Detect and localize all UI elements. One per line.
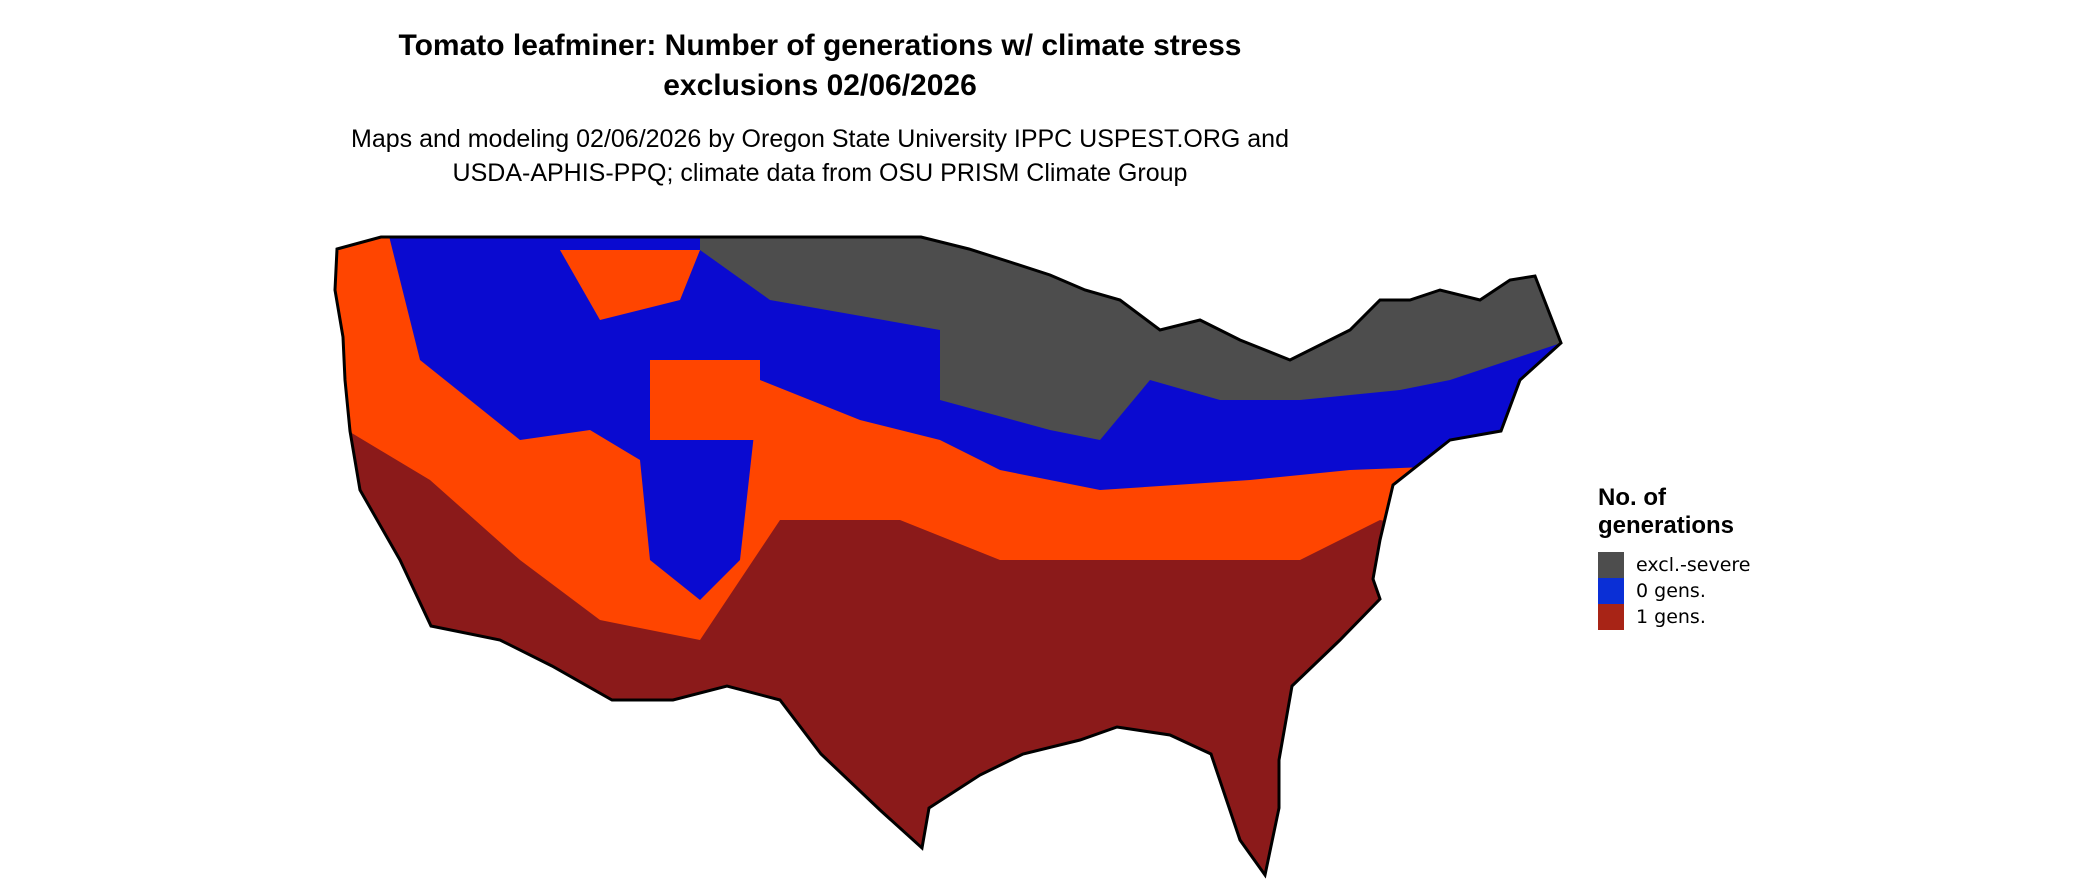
legend-item-one: 1 gens. — [1598, 604, 1751, 630]
legend-swatch — [1598, 552, 1624, 578]
legend-label: excl.-severe — [1636, 554, 1751, 576]
subtitle-line-1: Maps and modeling 02/06/2026 by Oregon S… — [351, 125, 1289, 153]
title-line-2: exclusions 02/06/2026 — [663, 69, 977, 102]
legend-title: No. of generations — [1598, 484, 1751, 540]
legend-label: 0 gens. — [1636, 580, 1706, 602]
legend-swatch — [1598, 604, 1624, 630]
title-line-1: Tomato leafminer: Number of generations … — [398, 29, 1242, 62]
generation-zones — [335, 237, 1561, 875]
legend-title-line-1: No. of — [1598, 484, 1666, 511]
zone-transition-wyoming — [650, 360, 760, 440]
legend-item-zero: 0 gens. — [1598, 578, 1751, 604]
map-subtitle: Maps and modeling 02/06/2026 by Oregon S… — [0, 122, 1640, 190]
legend-title-line-2: generations — [1598, 512, 1735, 539]
legend-label: 1 gens. — [1636, 606, 1706, 628]
zone-transition-montana — [560, 250, 700, 320]
map-title: Tomato leafminer: Number of generations … — [0, 26, 1640, 106]
legend-swatch — [1598, 578, 1624, 604]
legend-item-excluded: excl.-severe — [1598, 552, 1751, 578]
legend: No. of generations excl.-severe 0 gens. … — [1598, 484, 1751, 630]
subtitle-line-2: USDA-APHIS-PPQ; climate data from OSU PR… — [452, 159, 1188, 187]
